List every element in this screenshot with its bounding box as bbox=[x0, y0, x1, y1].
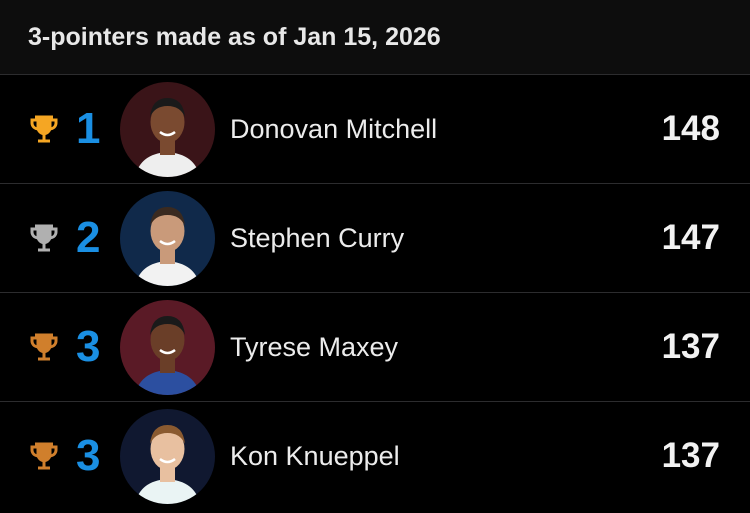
threes-made-value: 137 bbox=[661, 327, 720, 366]
threes-made-value: 148 bbox=[661, 109, 720, 148]
player-avatar[interactable] bbox=[120, 408, 215, 504]
leader-row[interactable]: 3 Tyrese Maxey 137 bbox=[0, 292, 750, 401]
threes-made-value: 147 bbox=[661, 218, 720, 257]
player-name: Donovan Mitchell bbox=[230, 113, 438, 144]
player-name: Kon Knueppel bbox=[230, 440, 400, 471]
player-avatar[interactable] bbox=[120, 299, 215, 395]
rank-number: 2 bbox=[76, 213, 101, 262]
rank-number: 3 bbox=[76, 431, 101, 480]
threes-made-value: 137 bbox=[661, 436, 720, 475]
silver-trophy-icon bbox=[30, 224, 58, 252]
leader-row[interactable]: 1 Donovan Mitchell 148 bbox=[0, 74, 750, 183]
player-name: Stephen Curry bbox=[230, 222, 405, 253]
player-avatar[interactable] bbox=[120, 190, 215, 286]
bronze-trophy-icon bbox=[30, 333, 58, 361]
player-name: Tyrese Maxey bbox=[230, 331, 399, 362]
leaderboard-title: 3-pointers made as of Jan 15, 2026 bbox=[0, 0, 750, 74]
leaderboard-list: 1 Donovan Mitchell 148 2 Stephen Curry 1… bbox=[0, 74, 750, 510]
leader-row[interactable]: 2 Stephen Curry 147 bbox=[0, 183, 750, 292]
player-avatar[interactable] bbox=[120, 81, 215, 177]
gold-trophy-icon bbox=[30, 115, 58, 143]
rank-number: 3 bbox=[76, 322, 101, 371]
rank-number: 1 bbox=[76, 104, 101, 153]
bronze-trophy-icon bbox=[30, 442, 58, 470]
leader-row[interactable]: 3 Kon Knueppel 137 bbox=[0, 401, 750, 510]
